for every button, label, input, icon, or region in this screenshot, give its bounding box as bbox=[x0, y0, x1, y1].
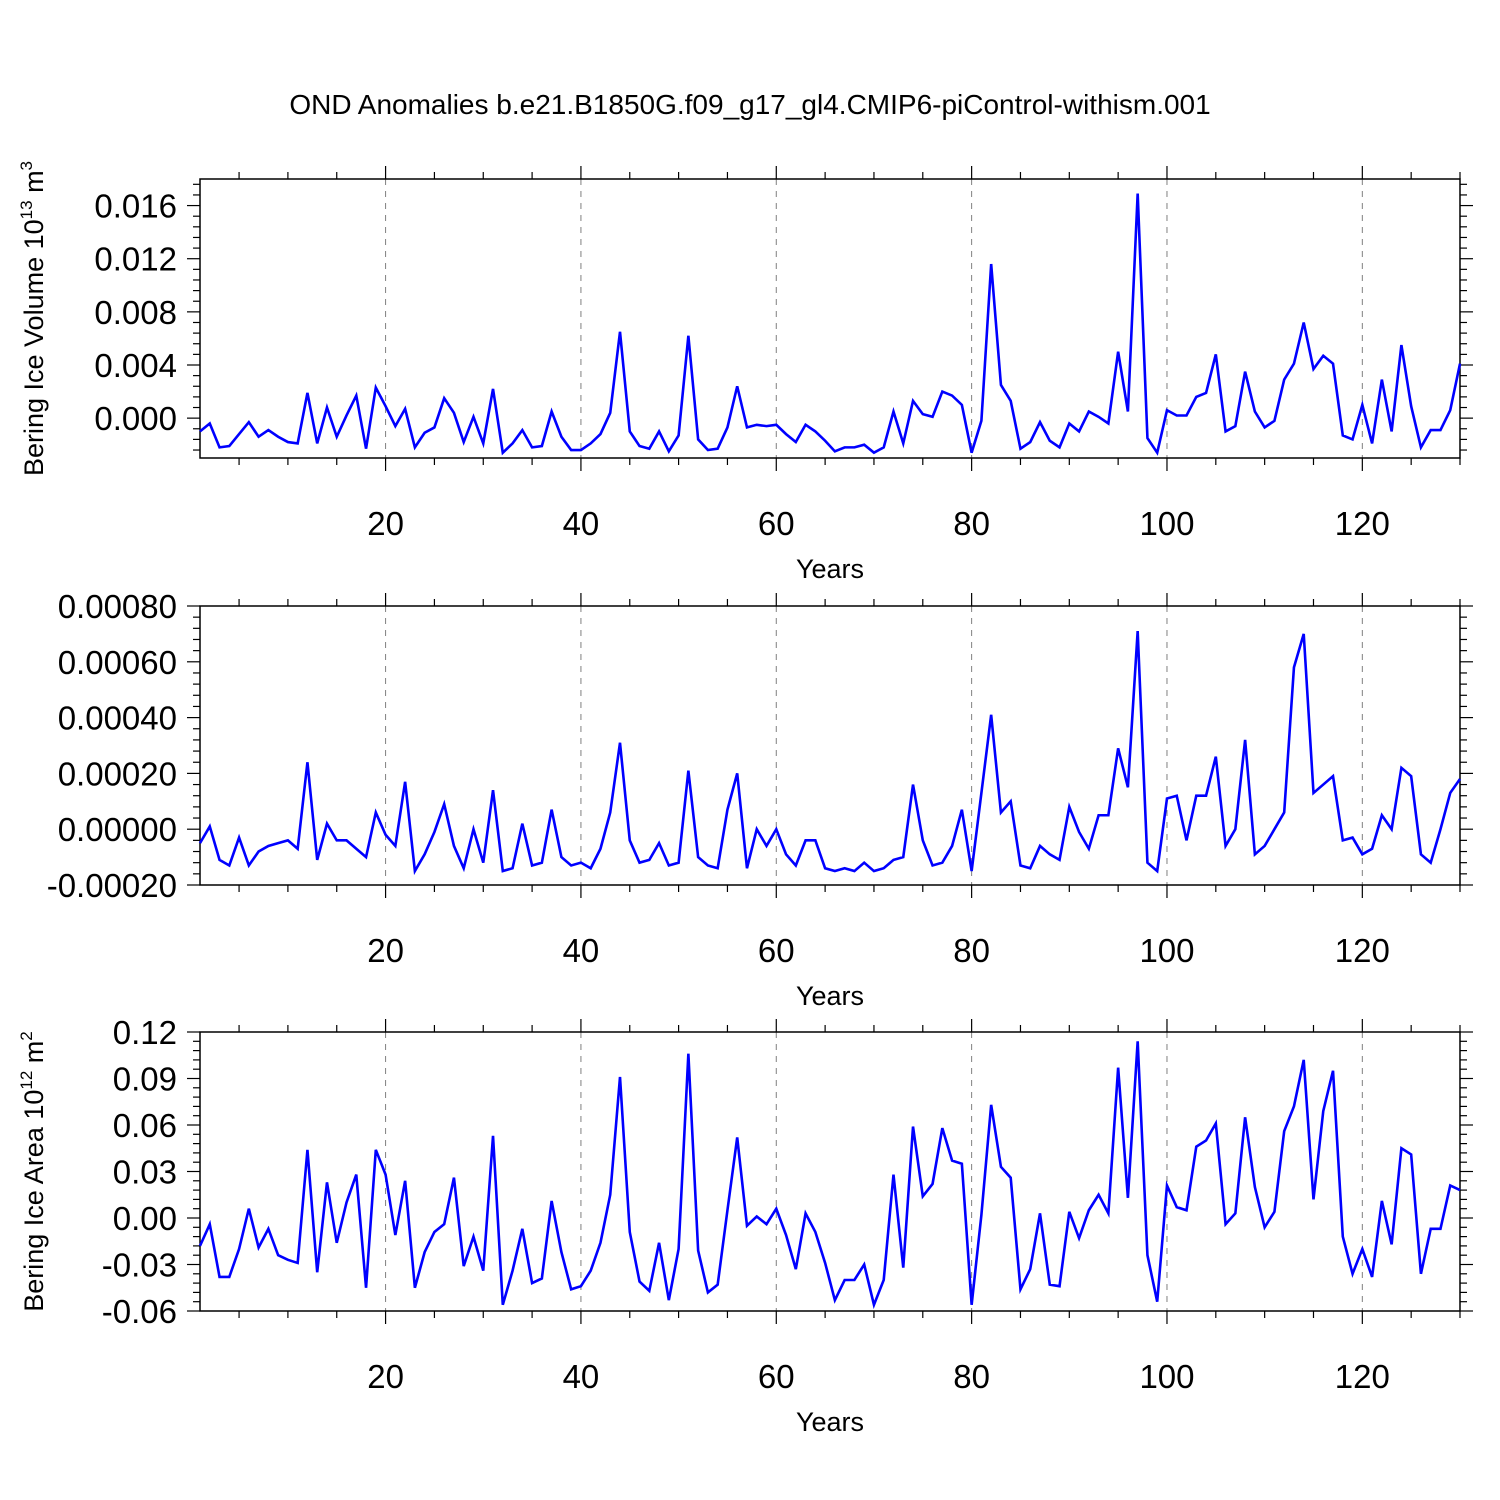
x-axis-title: Years bbox=[796, 981, 864, 1011]
y-tick-label: 0.00080 bbox=[58, 588, 177, 625]
series-line bbox=[198, 1041, 1461, 1310]
y-tick-label: 0.09 bbox=[113, 1061, 177, 1098]
x-tick-label: 60 bbox=[758, 932, 795, 969]
y-tick-label: 0.00000 bbox=[58, 811, 177, 848]
x-tick-label: 60 bbox=[758, 1358, 795, 1395]
y-axis-title-part: Bering Ice Area 10 bbox=[19, 1090, 49, 1312]
x-tick-label: 100 bbox=[1139, 932, 1194, 969]
y-tick-label: 0.12 bbox=[113, 1014, 177, 1051]
chart-title: OND Anomalies b.e21.B1850G.f09_g17_gl4.C… bbox=[289, 89, 1210, 120]
y-tick-label: -0.06 bbox=[102, 1293, 177, 1330]
chart-panel-1: 20 40 60 80 100 120 0.000 0.004 0.008 0.012 0.016 Y… bbox=[17, 161, 1473, 584]
x-tick-label: 80 bbox=[953, 1358, 990, 1395]
x-tick-label: 120 bbox=[1335, 505, 1390, 542]
chart-panels: 20 40 60 80 100 120 0.000 0.004 0.008 0.012 0.016 Y… bbox=[17, 161, 1473, 1437]
x-tick-label: 100 bbox=[1139, 1358, 1194, 1395]
y-tick-label: 0.00020 bbox=[58, 755, 177, 792]
y-tick-label: 0.00060 bbox=[58, 644, 177, 681]
y-tick-label: 0.06 bbox=[113, 1107, 177, 1144]
y-axis-title-superscript: 13 bbox=[17, 200, 36, 219]
y-axis-title-superscript: 12 bbox=[17, 1071, 36, 1090]
x-tick-label: 40 bbox=[563, 932, 600, 969]
x-tick-label: 40 bbox=[563, 1358, 600, 1395]
y-axis-title-part: m bbox=[19, 170, 49, 200]
plot-frame bbox=[199, 178, 1461, 459]
x-tick-label: 20 bbox=[367, 505, 404, 542]
chart-panel-3: 20 40 60 80 100 120 -0.06 -0.03 0.00 0.03 0.06 0.09… bbox=[17, 1014, 1473, 1437]
y-axis-title-superscript: 3 bbox=[17, 161, 36, 170]
y-axis-title-part: m bbox=[19, 1041, 49, 1071]
x-tick-label: 20 bbox=[367, 932, 404, 969]
chart-panel-2: 20 40 60 80 100 120 -0.00020 0.00000 0.00020 0.00… bbox=[47, 588, 1473, 1011]
plot-frame bbox=[199, 1031, 1461, 1312]
y-tick-label: 0.00040 bbox=[58, 700, 177, 737]
x-axis-title: Years bbox=[796, 554, 864, 584]
y-axis-title: Bering Ice Volume 1013 m3 bbox=[17, 161, 49, 476]
series-line bbox=[198, 631, 1462, 876]
y-tick-label: 0.03 bbox=[113, 1154, 177, 1191]
series-line bbox=[199, 193, 1462, 456]
y-tick-label: -0.03 bbox=[102, 1247, 177, 1284]
x-tick-label: 80 bbox=[953, 932, 990, 969]
y-tick-label: -0.00020 bbox=[47, 867, 177, 904]
x-tick-label: 100 bbox=[1139, 505, 1194, 542]
y-axis-title-superscript: 2 bbox=[17, 1031, 36, 1040]
y-tick-label: 0.008 bbox=[94, 294, 177, 331]
plot-frame bbox=[199, 605, 1461, 886]
x-tick-label: 40 bbox=[563, 505, 600, 542]
x-tick-label: 60 bbox=[758, 505, 795, 542]
x-tick-label: 20 bbox=[367, 1358, 404, 1395]
y-tick-label: 0.016 bbox=[94, 188, 177, 225]
x-tick-label: 120 bbox=[1335, 932, 1390, 969]
y-axis-title-part: Bering Ice Volume 10 bbox=[19, 219, 49, 476]
x-axis-title: Years bbox=[796, 1407, 864, 1437]
x-tick-label: 80 bbox=[953, 505, 990, 542]
y-tick-label: 0.000 bbox=[94, 400, 177, 437]
x-tick-label: 120 bbox=[1335, 1358, 1390, 1395]
y-tick-label: 0.004 bbox=[94, 347, 177, 384]
y-axis-title: Bering Ice Area 1012 m2 bbox=[17, 1031, 49, 1312]
y-tick-label: 0.012 bbox=[94, 241, 177, 278]
y-tick-label: 0.00 bbox=[113, 1200, 177, 1237]
